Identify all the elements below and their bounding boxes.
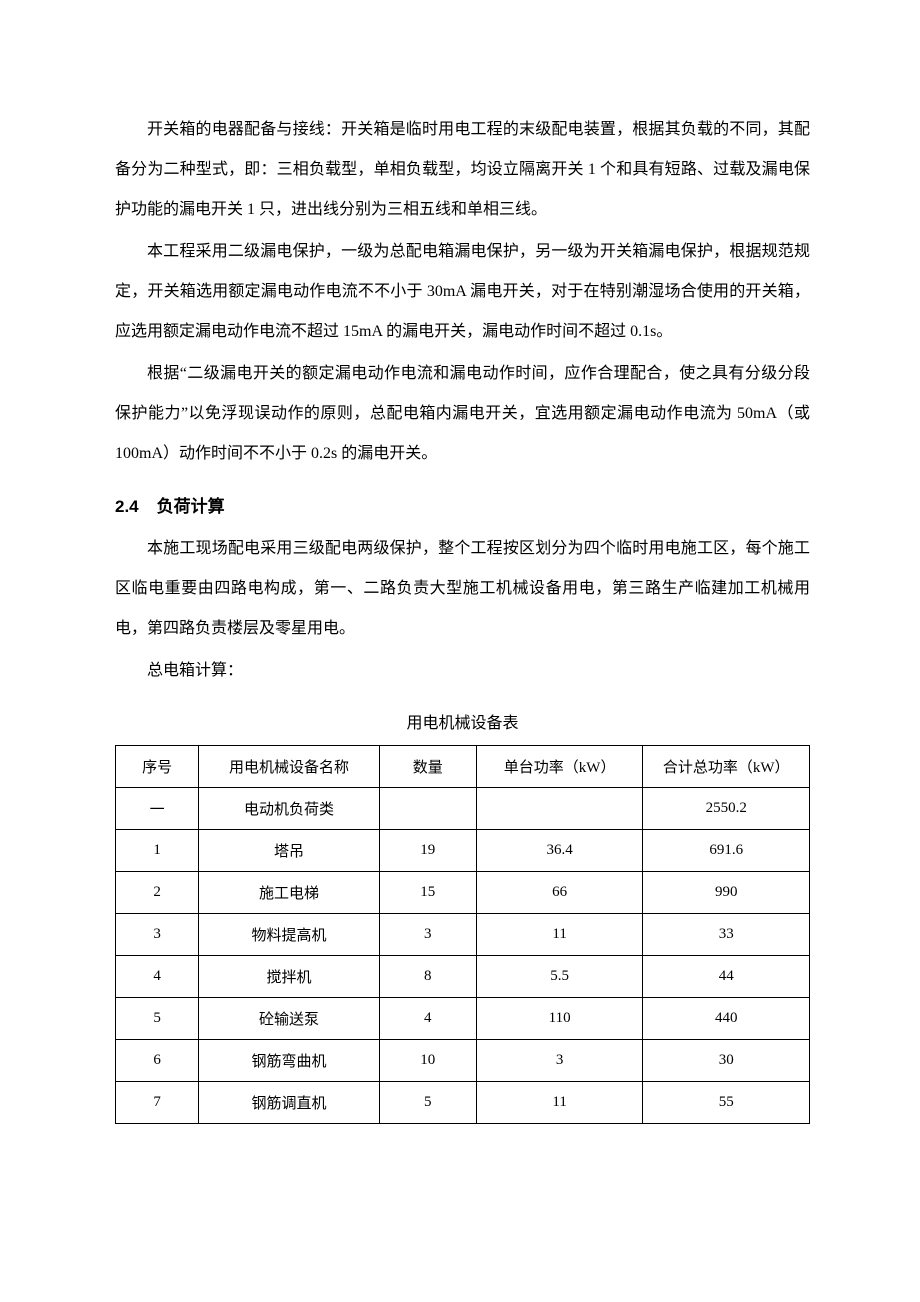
- cell-name: 钢筋调直机: [199, 1082, 379, 1124]
- cell-unit: 11: [476, 914, 643, 956]
- cell-seq: 1: [116, 830, 199, 872]
- cell-unit: [476, 788, 643, 830]
- cell-seq: 6: [116, 1040, 199, 1082]
- cell-qty: 10: [379, 1040, 476, 1082]
- table-row: 3 物料提高机 3 11 33: [116, 914, 810, 956]
- cell-seq: 一: [116, 788, 199, 830]
- cell-total: 2550.2: [643, 788, 810, 830]
- cell-total: 990: [643, 872, 810, 914]
- table-row: 4 搅拌机 8 5.5 44: [116, 956, 810, 998]
- paragraph-3: 根据“二级漏电开关的额定漏电动作电流和漏电动作时间，应作合理配合，使之具有分级分…: [115, 354, 810, 474]
- paragraph-4: 本施工现场配电采用三级配电两级保护，整个工程按区划分为四个临时用电施工区，每个施…: [115, 529, 810, 649]
- cell-qty: 3: [379, 914, 476, 956]
- cell-total: 55: [643, 1082, 810, 1124]
- section-title: 负荷计算: [157, 497, 225, 516]
- cell-total: 30: [643, 1040, 810, 1082]
- header-total: 合计总功率（kW）: [643, 746, 810, 788]
- table-row: 2 施工电梯 15 66 990: [116, 872, 810, 914]
- cell-unit: 3: [476, 1040, 643, 1082]
- cell-unit: 36.4: [476, 830, 643, 872]
- paragraph-2: 本工程采用二级漏电保护，一级为总配电箱漏电保护，另一级为开关箱漏电保护，根据规范…: [115, 232, 810, 352]
- cell-unit: 11: [476, 1082, 643, 1124]
- table-row: 一 电动机负荷类 2550.2: [116, 788, 810, 830]
- cell-total: 691.6: [643, 830, 810, 872]
- cell-name: 电动机负荷类: [199, 788, 379, 830]
- cell-unit: 66: [476, 872, 643, 914]
- cell-qty: 4: [379, 998, 476, 1040]
- table-row: 7 钢筋调直机 5 11 55: [116, 1082, 810, 1124]
- section-number: 2.4: [115, 497, 139, 516]
- table-caption: 用电机械设备表: [115, 709, 810, 733]
- cell-name: 砼输送泵: [199, 998, 379, 1040]
- cell-name: 物料提高机: [199, 914, 379, 956]
- header-name: 用电机械设备名称: [199, 746, 379, 788]
- paragraph-5: 总电箱计算：: [115, 651, 810, 691]
- cell-unit: 5.5: [476, 956, 643, 998]
- cell-qty: [379, 788, 476, 830]
- cell-unit: 110: [476, 998, 643, 1040]
- table-row: 1 塔吊 19 36.4 691.6: [116, 830, 810, 872]
- table-body: 一 电动机负荷类 2550.2 1 塔吊 19 36.4 691.6 2 施工电…: [116, 788, 810, 1124]
- cell-seq: 2: [116, 872, 199, 914]
- section-heading: 2.4 负荷计算: [115, 492, 810, 517]
- cell-total: 440: [643, 998, 810, 1040]
- cell-qty: 5: [379, 1082, 476, 1124]
- cell-seq: 4: [116, 956, 199, 998]
- header-unit: 单台功率（kW）: [476, 746, 643, 788]
- header-qty: 数量: [379, 746, 476, 788]
- cell-total: 44: [643, 956, 810, 998]
- header-seq: 序号: [116, 746, 199, 788]
- table-header-row: 序号 用电机械设备名称 数量 单台功率（kW） 合计总功率（kW）: [116, 746, 810, 788]
- cell-name: 钢筋弯曲机: [199, 1040, 379, 1082]
- cell-total: 33: [643, 914, 810, 956]
- cell-name: 施工电梯: [199, 872, 379, 914]
- cell-qty: 15: [379, 872, 476, 914]
- table-row: 6 钢筋弯曲机 10 3 30: [116, 1040, 810, 1082]
- equipment-table: 序号 用电机械设备名称 数量 单台功率（kW） 合计总功率（kW） 一 电动机负…: [115, 745, 810, 1124]
- paragraph-1: 开关箱的电器配备与接线：开关箱是临时用电工程的末级配电装置，根据其负载的不同，其…: [115, 110, 810, 230]
- cell-seq: 7: [116, 1082, 199, 1124]
- cell-name: 搅拌机: [199, 956, 379, 998]
- cell-seq: 3: [116, 914, 199, 956]
- cell-qty: 8: [379, 956, 476, 998]
- table-row: 5 砼输送泵 4 110 440: [116, 998, 810, 1040]
- cell-seq: 5: [116, 998, 199, 1040]
- cell-name: 塔吊: [199, 830, 379, 872]
- cell-qty: 19: [379, 830, 476, 872]
